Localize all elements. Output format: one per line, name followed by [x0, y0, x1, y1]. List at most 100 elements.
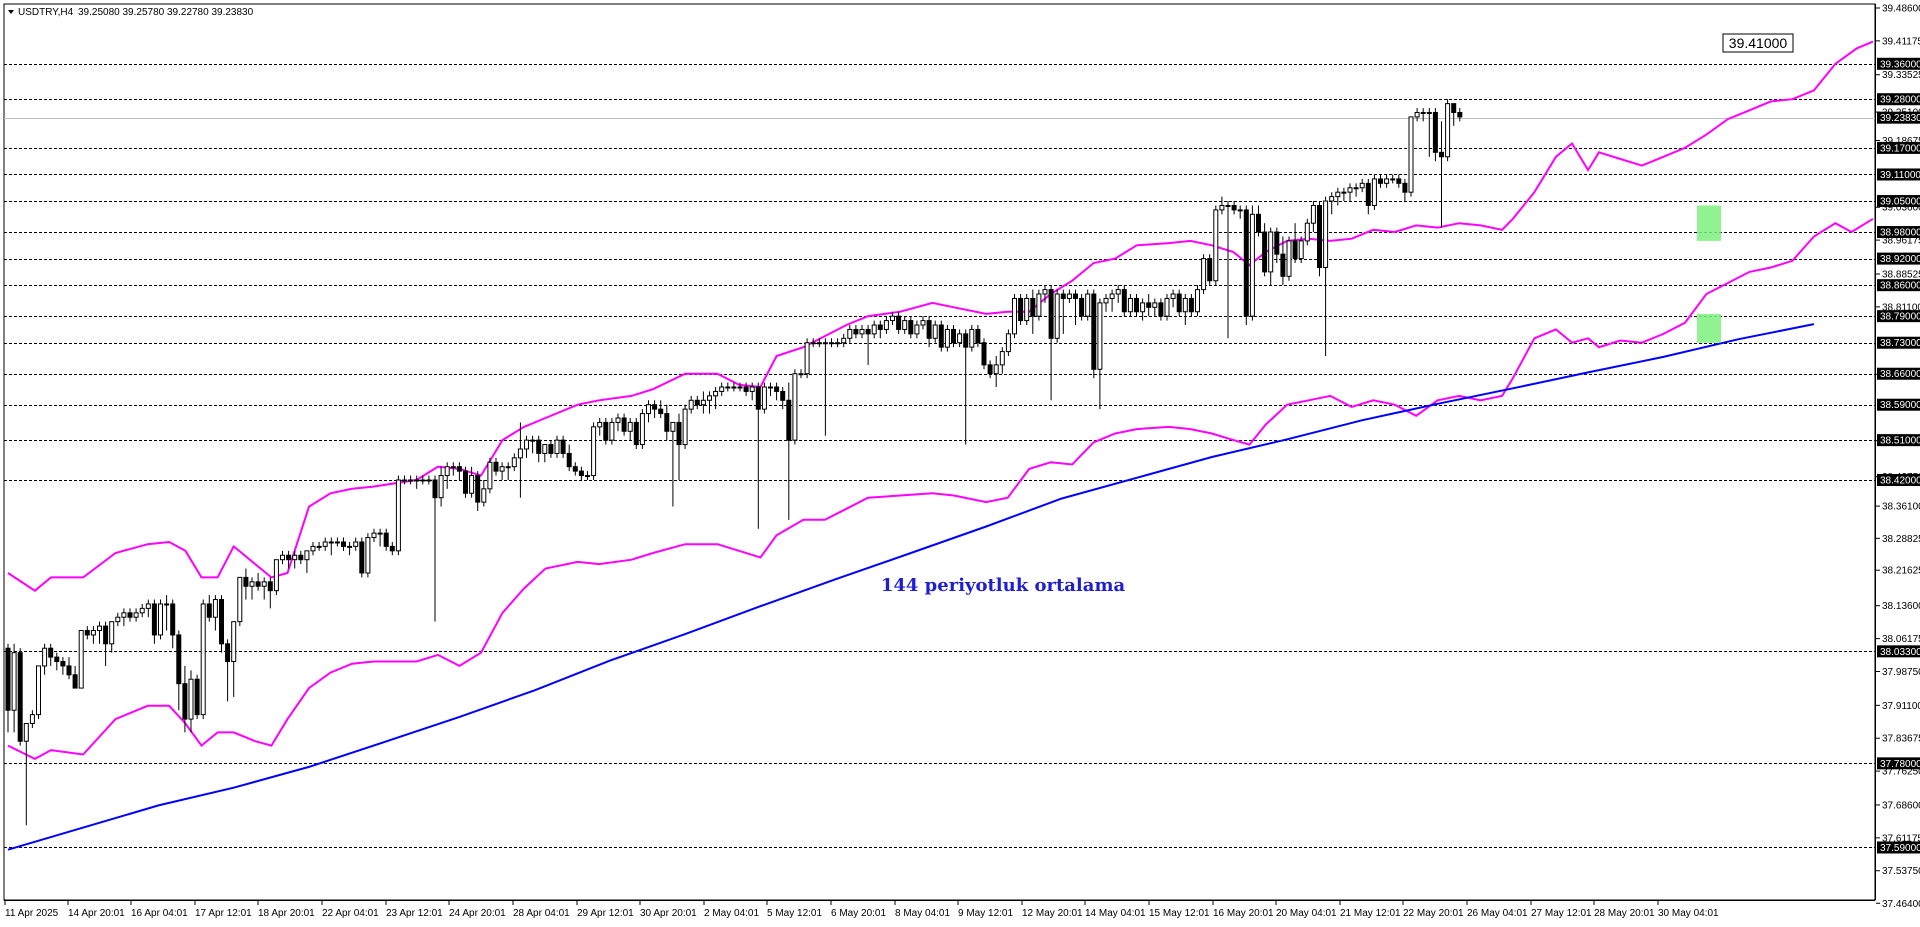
candle	[1445, 99, 1451, 162]
time-tick-label: 15 May 12:01	[1149, 908, 1210, 919]
candle-body-down	[432, 479, 438, 499]
candle	[798, 369, 804, 379]
candle	[871, 320, 877, 339]
candle	[1146, 294, 1152, 317]
candle-body-down	[1451, 103, 1457, 113]
candle	[426, 475, 432, 485]
candle	[158, 599, 163, 640]
candle-body-up	[11, 652, 17, 711]
candle-body-up	[1353, 187, 1359, 190]
candle	[786, 382, 792, 520]
candle-body-up	[768, 386, 773, 389]
price-tick-label: 38.06175	[1882, 634, 1920, 645]
candle-body-up	[707, 395, 712, 401]
candle-body-up	[23, 723, 29, 742]
price-tick-label: 39.33525	[1882, 70, 1920, 81]
candle-body-up	[1042, 289, 1048, 295]
candle	[1109, 289, 1115, 312]
candle-body-up	[1097, 302, 1103, 370]
symbol-label: USDTRY,H4	[18, 7, 74, 18]
candle-body-up	[841, 337, 847, 344]
candle-body-up	[1219, 204, 1225, 211]
candle-body-up	[1103, 297, 1109, 304]
candle	[1207, 254, 1213, 286]
candle	[652, 400, 658, 418]
time-tick-label: 2 May 04:01	[704, 908, 759, 919]
candle	[23, 723, 29, 826]
candlesticks	[5, 99, 1463, 826]
candle	[1420, 108, 1426, 122]
candle	[292, 550, 298, 569]
candle	[511, 453, 517, 472]
candle-body-down	[1018, 297, 1024, 322]
candle-body-up	[1012, 297, 1017, 335]
candle	[97, 621, 102, 644]
candle-body-down	[951, 328, 956, 344]
candle-body-up	[1408, 116, 1414, 193]
candle-body-up	[957, 333, 963, 344]
candle-body-up	[29, 714, 35, 725]
candle	[1457, 108, 1463, 122]
candle-body-up	[133, 612, 139, 618]
candle-body-up	[237, 576, 243, 623]
candle	[402, 475, 407, 485]
candle-body-up	[334, 541, 340, 544]
candle-body-up	[1195, 289, 1200, 313]
candle	[1286, 236, 1292, 281]
candle	[688, 395, 694, 414]
candle-body-down	[1280, 253, 1286, 277]
candle-body-down	[755, 386, 761, 410]
candle-body-up	[1420, 111, 1426, 114]
candle-body-up	[902, 320, 908, 330]
candle	[36, 665, 41, 720]
candle-body-up	[249, 581, 255, 587]
level-price-label: 39.28000	[1880, 95, 1920, 106]
candle-body-down	[17, 652, 23, 742]
level-price-label: 37.59000	[1880, 843, 1920, 854]
time-tick-label: 5 May 12:01	[767, 908, 822, 919]
candle	[725, 382, 731, 392]
candle	[591, 422, 597, 480]
candle-body-down	[103, 625, 109, 645]
candle-body-up	[542, 444, 548, 454]
candle	[1408, 116, 1414, 197]
collapse-arrow-icon[interactable]	[8, 10, 14, 14]
candle	[822, 338, 828, 436]
candle	[60, 657, 66, 675]
candle	[517, 422, 523, 498]
level-price-tag	[1877, 252, 1920, 265]
candle	[1085, 289, 1091, 321]
candle	[182, 665, 188, 733]
callout-box	[1722, 33, 1794, 53]
price-callout[interactable]: 39.41000	[1722, 33, 1794, 53]
candle	[1390, 174, 1396, 184]
candle	[755, 382, 761, 529]
candle	[865, 325, 871, 365]
candle-body-up	[1268, 231, 1274, 273]
candle-body-down	[1262, 231, 1268, 273]
candle-body-up	[1005, 333, 1011, 353]
candle-body-down	[84, 630, 90, 636]
candle	[408, 475, 414, 485]
candle	[1103, 294, 1109, 312]
level-price-tag	[1877, 841, 1920, 854]
candle	[1024, 294, 1030, 326]
candle	[1323, 196, 1329, 357]
candle	[713, 387, 719, 410]
moving-average	[7, 323, 1815, 851]
candle	[219, 595, 224, 653]
candle	[1310, 201, 1316, 233]
candle-body-down	[865, 328, 871, 335]
candle	[1182, 294, 1188, 326]
candle-body-up	[816, 342, 822, 345]
candle	[951, 325, 956, 348]
candle	[365, 533, 371, 578]
candle-body-down	[908, 320, 914, 335]
candle	[414, 475, 420, 489]
candle-body-down	[66, 665, 72, 676]
candle-body-up	[438, 475, 444, 499]
candle	[48, 643, 54, 666]
